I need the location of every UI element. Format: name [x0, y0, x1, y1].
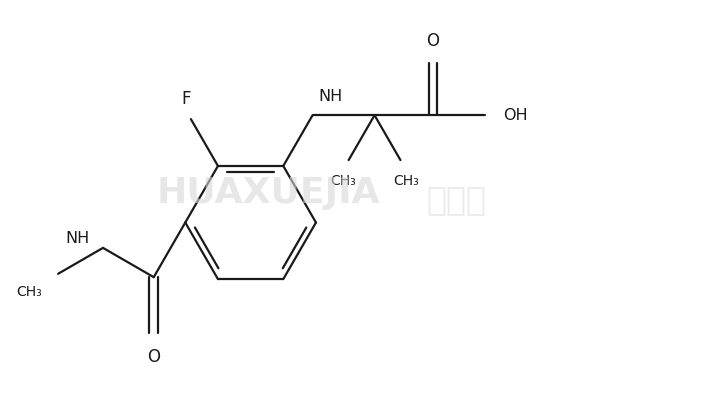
Text: NH: NH — [318, 89, 342, 104]
Text: O: O — [427, 32, 439, 50]
Text: OH: OH — [503, 108, 527, 123]
Text: CH₃: CH₃ — [394, 174, 419, 188]
Text: 化学加: 化学加 — [427, 184, 486, 216]
Text: F: F — [182, 90, 191, 108]
Text: CH₃: CH₃ — [330, 174, 356, 188]
Text: O: O — [147, 348, 161, 366]
Text: NH: NH — [65, 231, 89, 246]
Text: CH₃: CH₃ — [17, 285, 42, 299]
Text: HUAXUEJIA: HUAXUEJIA — [156, 176, 380, 210]
